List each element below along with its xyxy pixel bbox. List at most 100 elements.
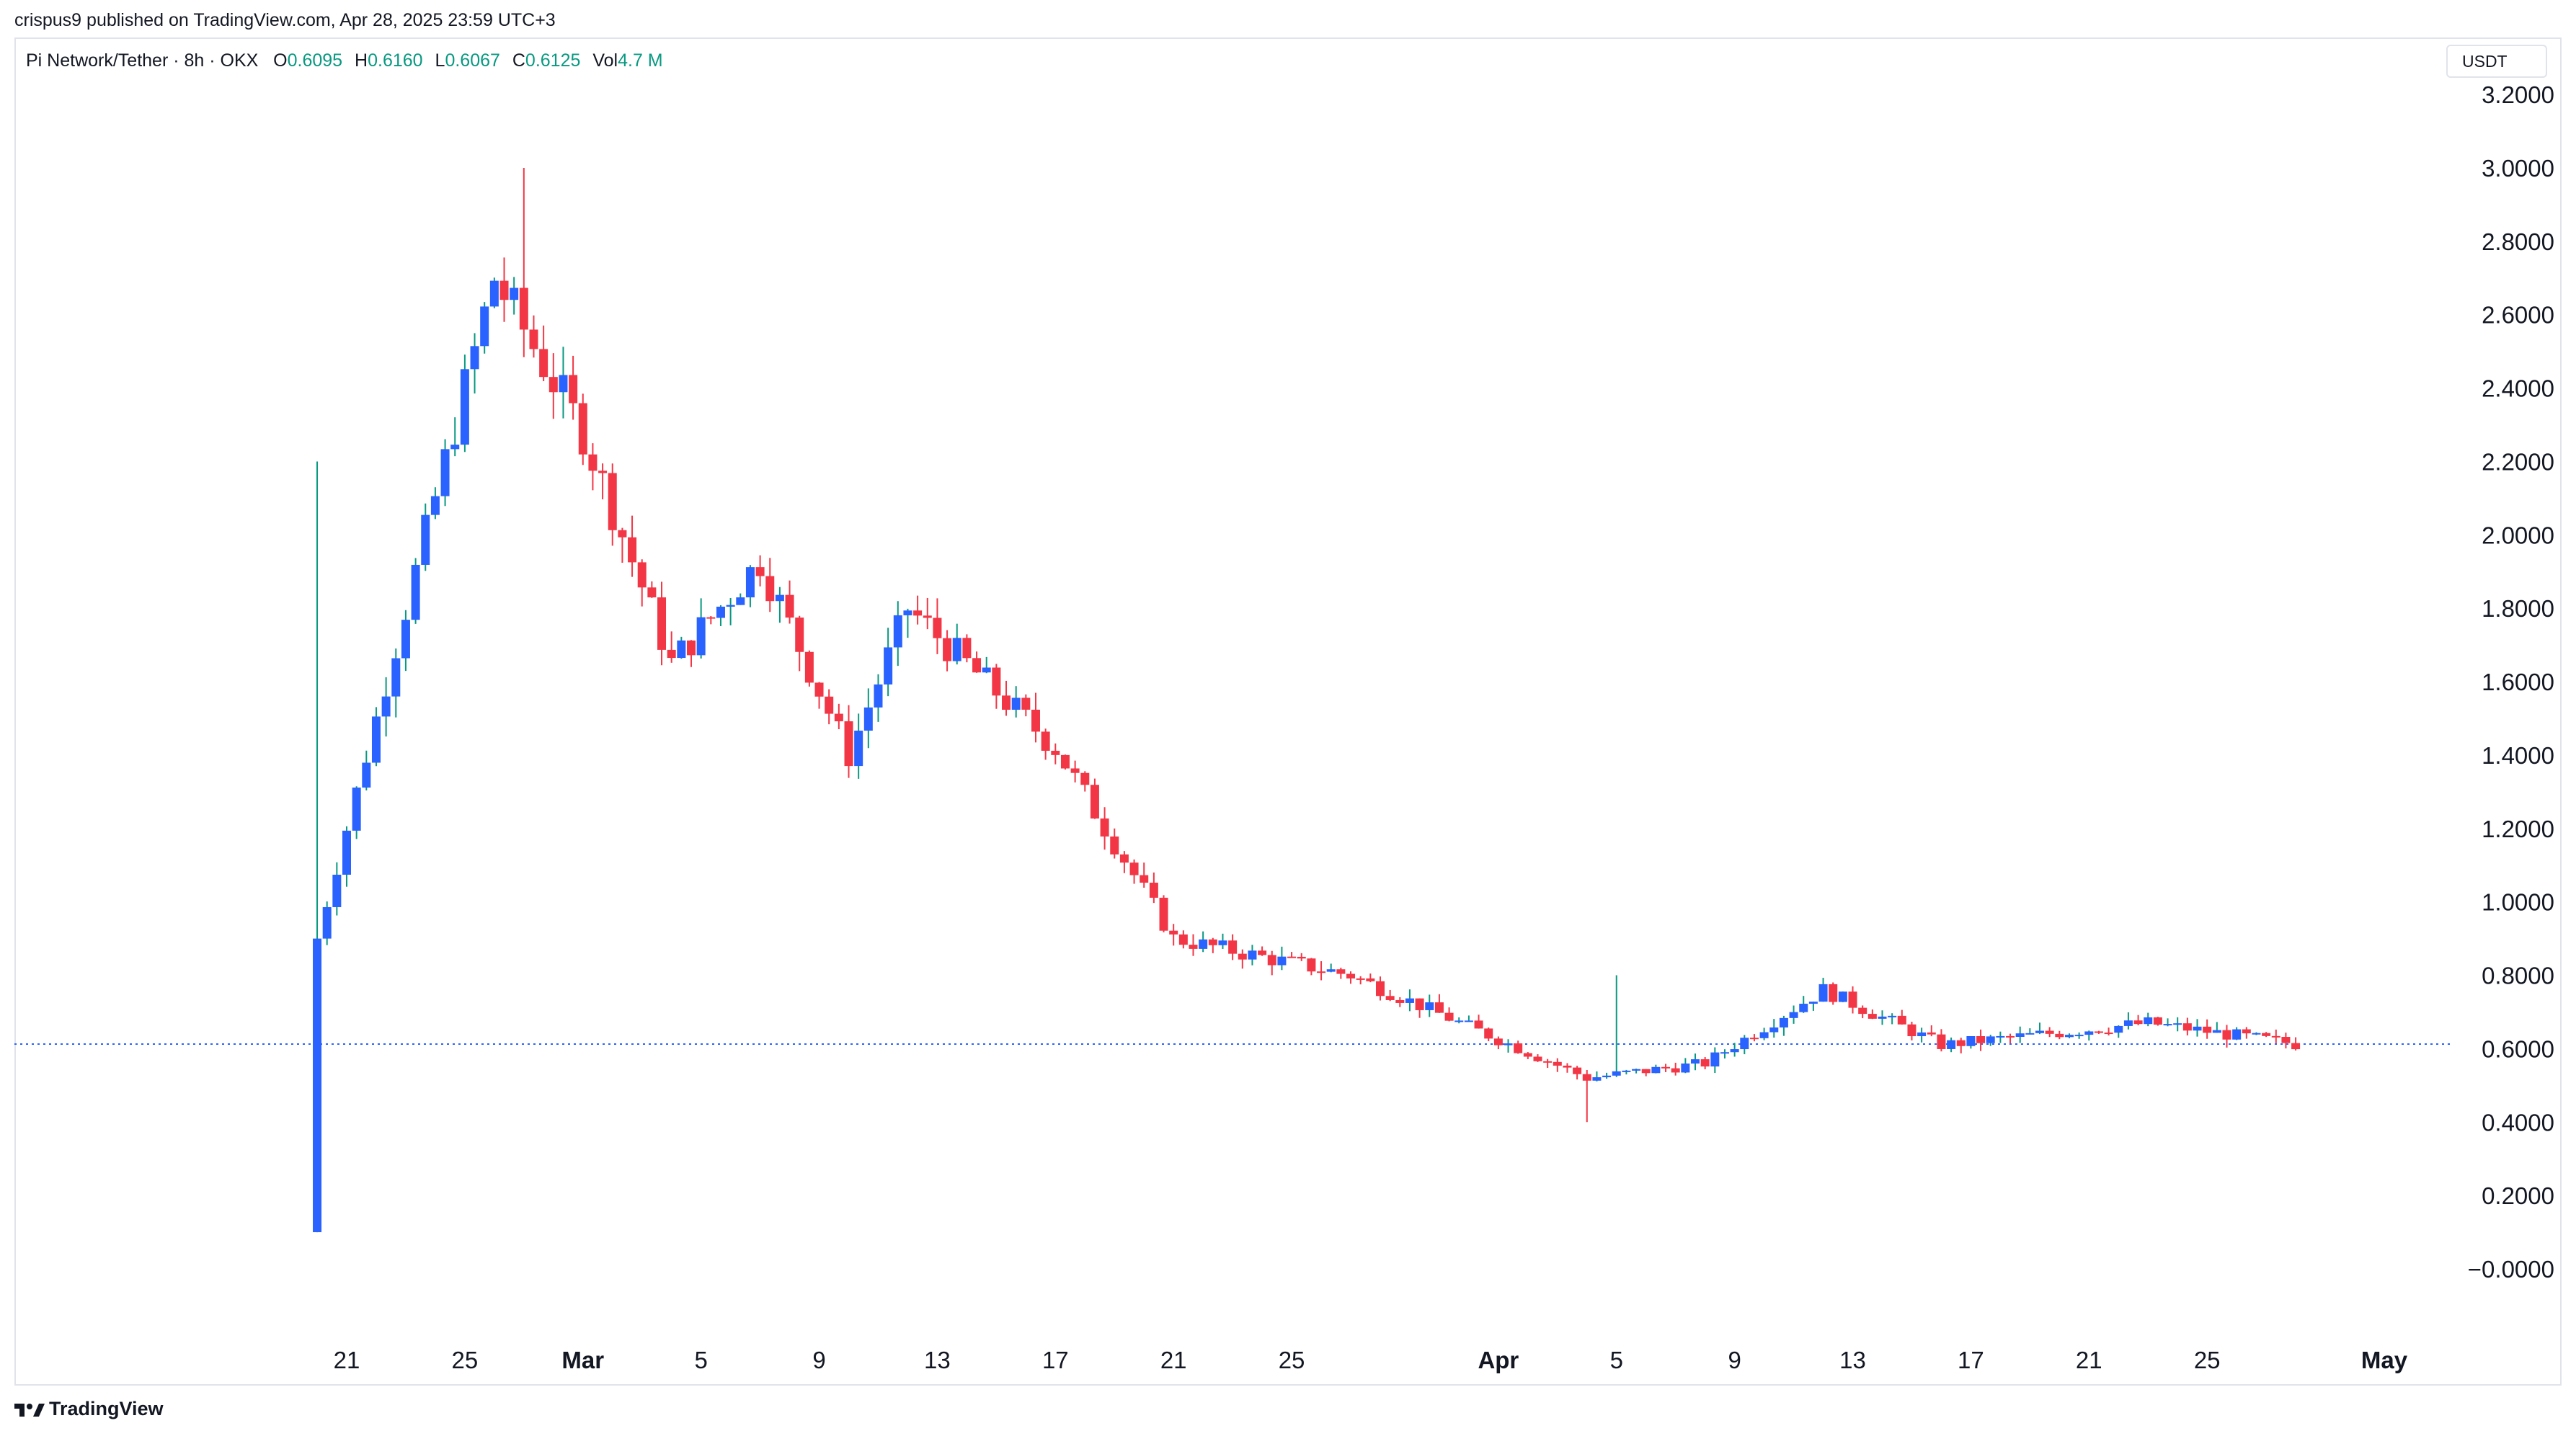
candle-up bbox=[1789, 1012, 1798, 1018]
candle-down bbox=[2222, 1030, 2231, 1040]
candle-up bbox=[2084, 1031, 2094, 1035]
candle-down bbox=[804, 651, 814, 683]
candle-down bbox=[1110, 836, 1119, 855]
candle-up bbox=[2025, 1033, 2035, 1035]
x-tick-label: 13 bbox=[924, 1347, 951, 1373]
candle-up bbox=[1808, 1002, 1818, 1004]
candle-up bbox=[322, 906, 332, 939]
candle-down bbox=[1641, 1069, 1651, 1074]
price-axis: 3.2000 3.0000 2.8000 2.6000 2.4000 2.2000 2.00… bbox=[2468, 81, 2554, 1283]
candle-up bbox=[1878, 1016, 1887, 1019]
x-tick-label: 17 bbox=[1958, 1347, 1984, 1373]
candle-down bbox=[1700, 1059, 1710, 1067]
candle-down bbox=[1493, 1038, 1503, 1046]
candle-up bbox=[1996, 1035, 2005, 1038]
candle-down bbox=[657, 597, 667, 650]
candle-down bbox=[2182, 1023, 2192, 1031]
candle-up bbox=[313, 938, 322, 1233]
candle-down bbox=[1149, 883, 1158, 898]
candle-up bbox=[863, 707, 873, 731]
candle-up bbox=[2232, 1029, 2242, 1040]
y-tick-label: 1.2000 bbox=[2482, 816, 2554, 842]
candle-down bbox=[1119, 854, 1129, 863]
candle-up bbox=[1986, 1036, 1995, 1043]
y-tick-label: 1.4000 bbox=[2482, 742, 2554, 769]
y-tick-label: 0.2000 bbox=[2482, 1182, 2554, 1209]
volume-label: Vol bbox=[592, 50, 618, 71]
candle-up bbox=[2015, 1033, 2025, 1038]
currency-unit-button[interactable]: USDT bbox=[2446, 45, 2547, 78]
candle-up bbox=[1947, 1040, 1956, 1049]
candle-up bbox=[510, 287, 519, 300]
candle-down bbox=[628, 537, 637, 563]
high-value: 0.6160 bbox=[368, 50, 423, 71]
candle-down bbox=[1434, 1002, 1444, 1013]
candle-down bbox=[1366, 978, 1375, 981]
candle-down bbox=[1474, 1020, 1483, 1029]
candle-down bbox=[1385, 996, 1395, 1000]
candle-down bbox=[785, 594, 794, 618]
candle-down bbox=[1317, 971, 1326, 973]
candle-up bbox=[1888, 1015, 1897, 1017]
candle-down bbox=[608, 473, 617, 530]
candle-down bbox=[1189, 945, 1198, 949]
candle-up bbox=[362, 762, 371, 788]
candle-down bbox=[1927, 1032, 1936, 1035]
x-tick-label: 25 bbox=[452, 1347, 479, 1373]
candle-up bbox=[982, 667, 991, 673]
candle-up bbox=[1730, 1049, 1739, 1053]
y-tick-label: 1.6000 bbox=[2482, 669, 2554, 695]
candle-down bbox=[1267, 955, 1276, 966]
candle-up bbox=[1917, 1032, 1927, 1037]
candle-up bbox=[1612, 1071, 1621, 1076]
candles bbox=[313, 168, 2301, 1233]
candle-down bbox=[1976, 1036, 1986, 1043]
candle-down bbox=[1514, 1043, 1523, 1053]
candle-down bbox=[499, 280, 509, 300]
candle-down bbox=[1444, 1012, 1454, 1021]
y-tick-label: 2.8000 bbox=[2482, 228, 2554, 255]
candle-up bbox=[470, 346, 479, 370]
y-tick-label: 2.2000 bbox=[2482, 448, 2554, 475]
candle-down bbox=[598, 471, 608, 473]
symbol-label: Pi Network/Tether · 8h · OKX bbox=[26, 50, 259, 71]
candle-up bbox=[2252, 1033, 2261, 1035]
candle-up bbox=[1691, 1059, 1700, 1064]
candle-down bbox=[647, 587, 657, 598]
candle-down bbox=[539, 349, 548, 378]
candle-down bbox=[2242, 1029, 2251, 1034]
candle-down bbox=[529, 329, 538, 349]
candle-up bbox=[893, 615, 902, 648]
candle-down bbox=[1484, 1028, 1493, 1039]
candle-down bbox=[1897, 1015, 1906, 1025]
candle-down bbox=[1140, 875, 1149, 883]
candle-down bbox=[1031, 709, 1040, 732]
candle-down bbox=[1937, 1034, 1946, 1049]
candle-down bbox=[1907, 1024, 1917, 1037]
candle-up bbox=[2123, 1020, 2133, 1026]
candle-up bbox=[726, 605, 735, 607]
tradingview-brand[interactable]: TradingView bbox=[14, 1398, 164, 1420]
y-tick-label: 0.8000 bbox=[2482, 963, 2554, 989]
candle-up bbox=[1966, 1036, 1976, 1046]
candle-down bbox=[1375, 981, 1385, 997]
candle-down bbox=[1671, 1068, 1680, 1073]
candle-down bbox=[1169, 930, 1178, 935]
candle-down bbox=[588, 454, 598, 471]
candle-up bbox=[2212, 1030, 2221, 1033]
candle-up bbox=[903, 610, 912, 615]
candle-up bbox=[775, 594, 784, 602]
candle-up bbox=[1818, 984, 1828, 1002]
candle-down bbox=[1523, 1053, 1532, 1057]
candle-down bbox=[519, 287, 528, 330]
candle-up bbox=[677, 640, 686, 659]
candle-up bbox=[1710, 1052, 1720, 1067]
candle-down bbox=[1582, 1074, 1591, 1081]
x-tick-label: 25 bbox=[2194, 1347, 2221, 1373]
candle-down bbox=[2271, 1035, 2280, 1038]
x-tick-label: 13 bbox=[1839, 1347, 1866, 1373]
candle-up bbox=[2163, 1024, 2172, 1026]
y-tick-label: 2.6000 bbox=[2482, 302, 2554, 329]
candle-up bbox=[1799, 1004, 1808, 1012]
